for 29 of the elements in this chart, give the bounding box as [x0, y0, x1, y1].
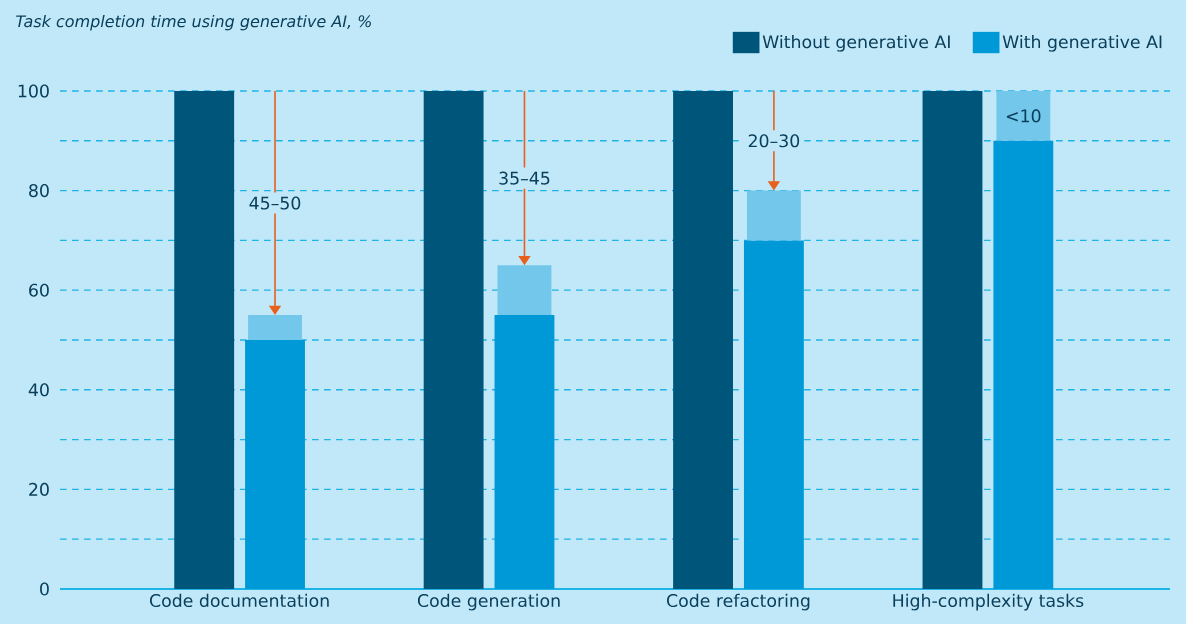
legend-label: With generative AI — [1002, 34, 1162, 52]
bar — [996, 90, 1051, 141]
x-tick-label: Code refactoring — [667, 593, 810, 611]
annotation: 45–50 — [249, 196, 301, 210]
bar — [174, 90, 235, 589]
annotation: 35–45 — [499, 171, 550, 185]
bar — [993, 140, 1054, 589]
bar — [245, 339, 305, 589]
annotation: 20–30 — [748, 134, 800, 148]
bar — [743, 240, 804, 589]
x-tick-label: High-complexity tasks — [893, 593, 1084, 611]
y-tick-label: 20 — [29, 482, 49, 496]
bar — [746, 190, 801, 241]
bar — [922, 90, 983, 589]
bar — [494, 315, 555, 589]
legend-label: Without generative AI — [762, 34, 950, 52]
bar — [673, 90, 733, 589]
bar — [423, 90, 484, 589]
annotation: <10 — [1006, 109, 1041, 123]
x-tick-label: Code generation — [417, 593, 560, 611]
y-tick-label: 80 — [29, 184, 49, 198]
y-tick-label: 60 — [29, 283, 49, 297]
y-tick-label: 100 — [18, 84, 49, 98]
bar — [248, 315, 302, 340]
y-tick-label: 40 — [28, 383, 49, 397]
chart-title: Task completion time using generative AI, % — [16, 14, 371, 31]
y-tick-label: 0 — [40, 582, 49, 596]
x-tick-label: Code documentation — [150, 593, 329, 608]
bar — [497, 265, 552, 316]
